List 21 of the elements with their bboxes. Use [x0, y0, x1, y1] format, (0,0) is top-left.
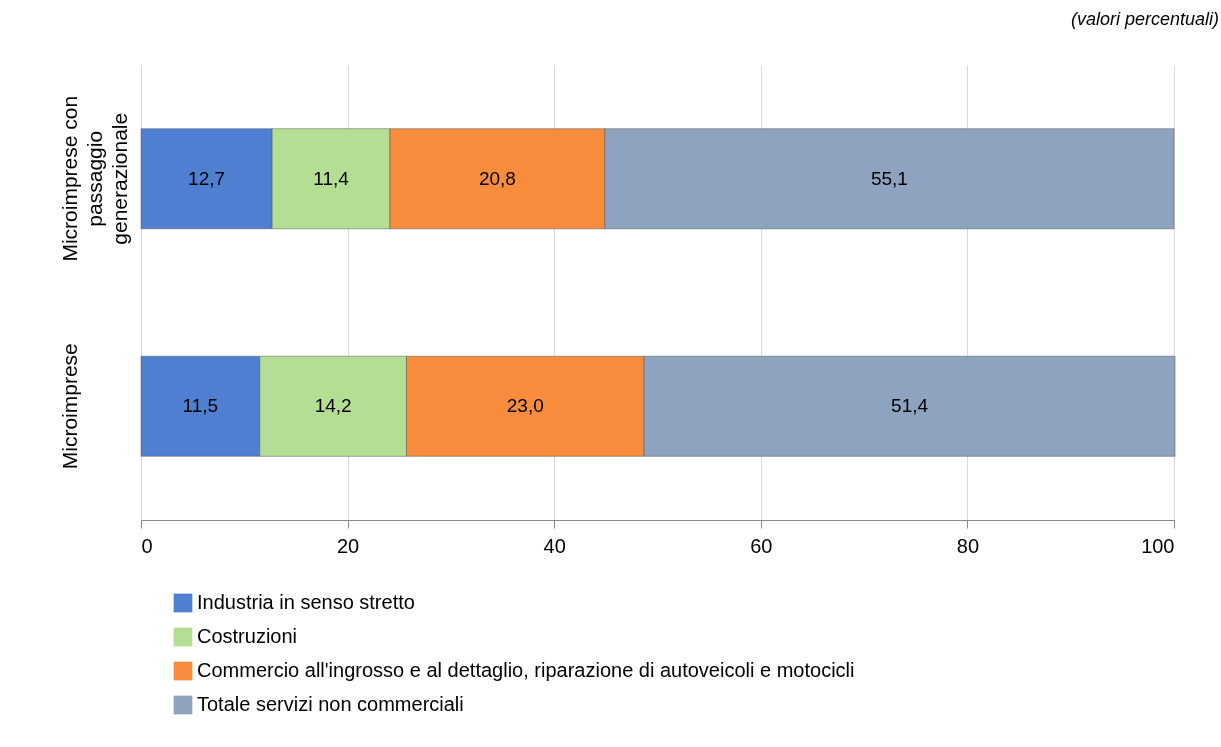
legend-label: Totale servizi non commerciali [197, 693, 464, 715]
data-label: 20,8 [478, 167, 516, 189]
legend-label: Commercio all'ingrosso e al dettaglio, riparazione di autoveicoli e motocicli [197, 659, 855, 681]
data-label: 51,4 [891, 395, 929, 417]
data-label: 12,7 [188, 167, 226, 189]
x-tick-label: 80 [956, 534, 980, 557]
legend-label: Industria in senso stretto [197, 591, 415, 613]
data-label: 11,5 [182, 395, 219, 417]
data-label: 14,2 [314, 395, 352, 417]
data-label: 23,0 [506, 395, 544, 417]
x-tick-label: 60 [750, 534, 773, 557]
x-tick-label: 100 [1141, 534, 1175, 557]
x-tick-label: 0 [141, 534, 153, 557]
data-label: 55,1 [870, 167, 908, 189]
x-tick-label: 40 [543, 534, 566, 557]
data-label: 11,4 [313, 167, 350, 189]
x-tick-label: 20 [336, 534, 360, 557]
legend-label: Costruzioni [197, 625, 298, 647]
text: (valori percentuali) [1070, 9, 1219, 29]
y-tick-label: Microimprese [58, 343, 81, 470]
y-tick-label: Microimprese con passaggio generazionale [58, 95, 131, 262]
